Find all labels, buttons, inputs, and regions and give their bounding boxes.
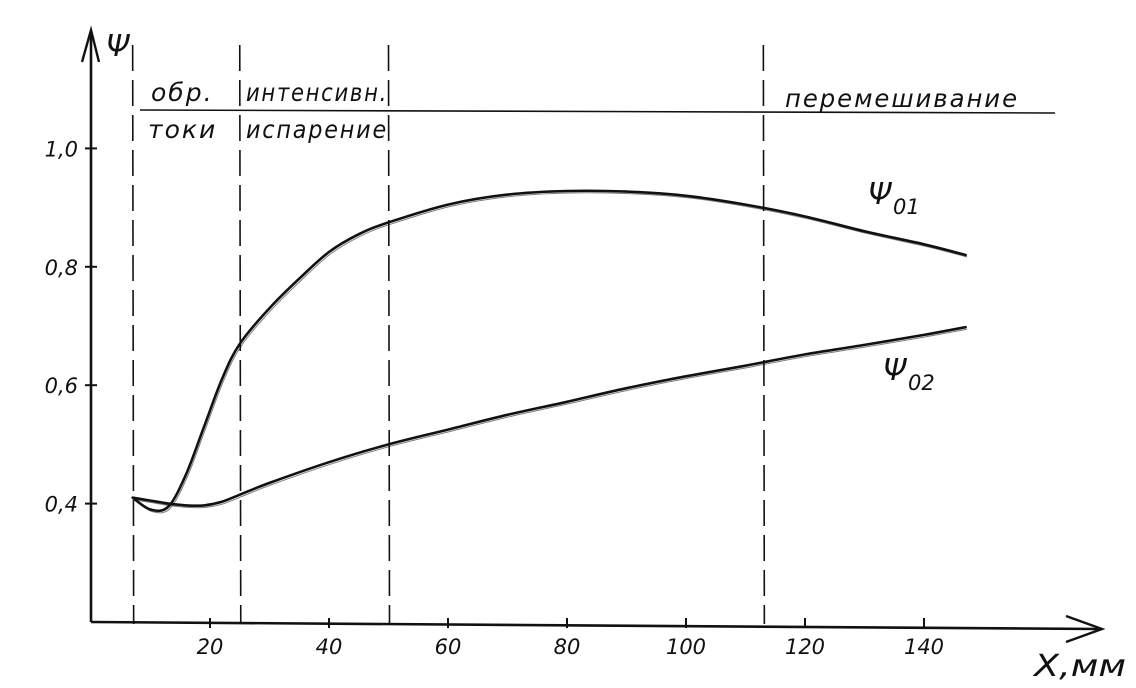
x-tick-label: 40 <box>316 635 343 659</box>
region-boundary-line <box>238 44 242 625</box>
axis-ticks <box>85 147 925 628</box>
x-axis-label: X,мм <box>1032 649 1126 684</box>
region-boundary-line <box>387 44 391 625</box>
x-tick-labels: 20 40 60 80 100 120 140 <box>197 635 944 659</box>
series-label-main: Ψ <box>868 177 893 212</box>
y-tick-labels: 0,4 0,6 0,8 1,0 <box>45 137 78 516</box>
x-tick-label: 100 <box>666 635 706 659</box>
region-labels: обр. токи интенсивн. испарение перемешив… <box>148 78 1019 144</box>
region-label-top: обр. <box>151 78 214 107</box>
region-label-top: интенсивн. <box>246 78 388 107</box>
axes <box>80 25 1106 644</box>
region-label-bottom: испарение <box>246 115 388 144</box>
x-tick-label: 20 <box>197 635 224 659</box>
series-layer <box>131 189 968 514</box>
x-tick-label: 60 <box>435 635 462 659</box>
y-axis-arrow <box>80 25 101 63</box>
x-tick-label: 120 <box>785 635 825 659</box>
region-boundary-line <box>762 44 766 625</box>
x-tick-label: 80 <box>554 635 581 659</box>
series-label-main: Ψ <box>883 353 908 388</box>
region-label-bottom: токи <box>148 115 217 144</box>
series-line-2 <box>131 325 967 508</box>
y-tick-label: 1,0 <box>45 137 78 161</box>
series-label-sub: 01 <box>893 195 920 219</box>
region-header-line <box>139 109 1056 114</box>
region-boundaries <box>131 44 766 625</box>
series-line-1 <box>131 189 967 513</box>
series-line-trace-1 <box>133 192 968 514</box>
region-boundary-line <box>131 44 135 625</box>
y-axis-label: Ψ <box>106 29 131 64</box>
x-tick-label: 140 <box>904 635 944 659</box>
series-line-trace-2 <box>134 328 968 509</box>
y-tick-label: 0,6 <box>45 374 78 398</box>
y-tick-label: 0,8 <box>45 256 78 280</box>
series-label-sub: 02 <box>908 371 935 395</box>
x-axis-arrow <box>1065 614 1106 644</box>
series-label-01: Ψ 01 <box>868 177 920 219</box>
y-tick-label: 0,4 <box>45 493 78 517</box>
region-label-top: перемешивание <box>785 84 1019 113</box>
series-label-02: Ψ 02 <box>883 353 935 395</box>
x-axis-line <box>90 620 1101 631</box>
